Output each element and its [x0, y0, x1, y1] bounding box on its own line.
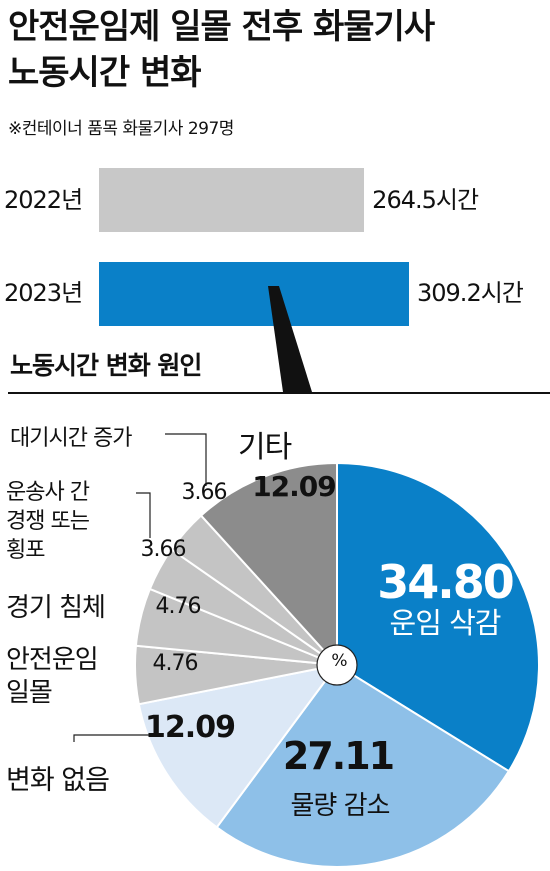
slice-label-line: 운송사 간 — [6, 480, 90, 505]
bar-2022 — [99, 168, 365, 232]
slice-label-no-change: 변화 없음 — [6, 765, 110, 796]
slice-label-other: 기타 — [238, 430, 292, 465]
slice-value-other: 12.09 — [252, 470, 337, 503]
pie-section-title: 노동시간 변화 원인 — [10, 351, 202, 380]
bar-category-2022: 2022년 — [4, 186, 83, 214]
leader-line-carrier-competition — [136, 492, 151, 538]
title-line-2: 노동시간 변화 — [8, 53, 202, 93]
slice-label-recession: 경기 침체 — [6, 593, 106, 623]
title-line-1: 안전운임제 일몰 전후 화물기사 — [8, 7, 435, 47]
slice-label-line: 횡포 — [6, 538, 45, 563]
slice-value-carrier-competition: 3.66 — [140, 537, 187, 562]
bar-category-2023: 2023년 — [4, 279, 83, 307]
sample-note: ※컨테이너 품목 화물기사 297명 — [8, 119, 234, 139]
section-divider — [8, 392, 550, 394]
slice-value-no-change: 12.09 — [145, 710, 236, 745]
slice-value-wage-cut: 34.80 — [377, 555, 515, 609]
slice-label-wage-cut: 운임 삭감 — [389, 606, 502, 640]
slice-label-line: 일몰 — [6, 678, 53, 708]
slice-value-recession: 4.76 — [155, 594, 202, 619]
pie-slice-volume-drop — [215, 663, 511, 868]
slice-label-waiting-time: 대기시간 증가 — [10, 426, 132, 451]
slice-label-volume-drop: 물량 감소 — [290, 791, 391, 821]
slice-label-line: 경쟁 또는 — [6, 509, 90, 534]
pointer-wedge — [268, 286, 312, 392]
pie-slice-no-change — [137, 663, 340, 829]
slice-label-carrier-competition: 운송사 간 경쟁 또는 횡포 — [6, 478, 90, 565]
pie-slice-other — [199, 461, 338, 668]
slice-label-line: 안전운임 — [6, 645, 99, 675]
leader-line-no-change — [73, 734, 152, 742]
bar-2023 — [99, 262, 409, 326]
slice-label-safe-rate-sunset: 안전운임 일몰 — [6, 644, 99, 710]
pie-center-circle — [316, 644, 358, 686]
slice-value-volume-drop: 27.11 — [282, 734, 395, 778]
slice-value-safe-rate-sunset: 4.76 — [152, 651, 199, 676]
pie-slice-wage-cut — [336, 461, 540, 773]
leader-line-waiting-time — [165, 433, 207, 486]
slice-value-waiting-time: 3.66 — [181, 480, 228, 505]
bar-value-2022: 264.5시간 — [372, 186, 479, 214]
page-title: 안전운임제 일몰 전후 화물기사 노동시간 변화 — [8, 4, 548, 96]
pie-unit-label: % — [331, 651, 347, 671]
bar-value-2023: 309.2시간 — [417, 279, 524, 307]
